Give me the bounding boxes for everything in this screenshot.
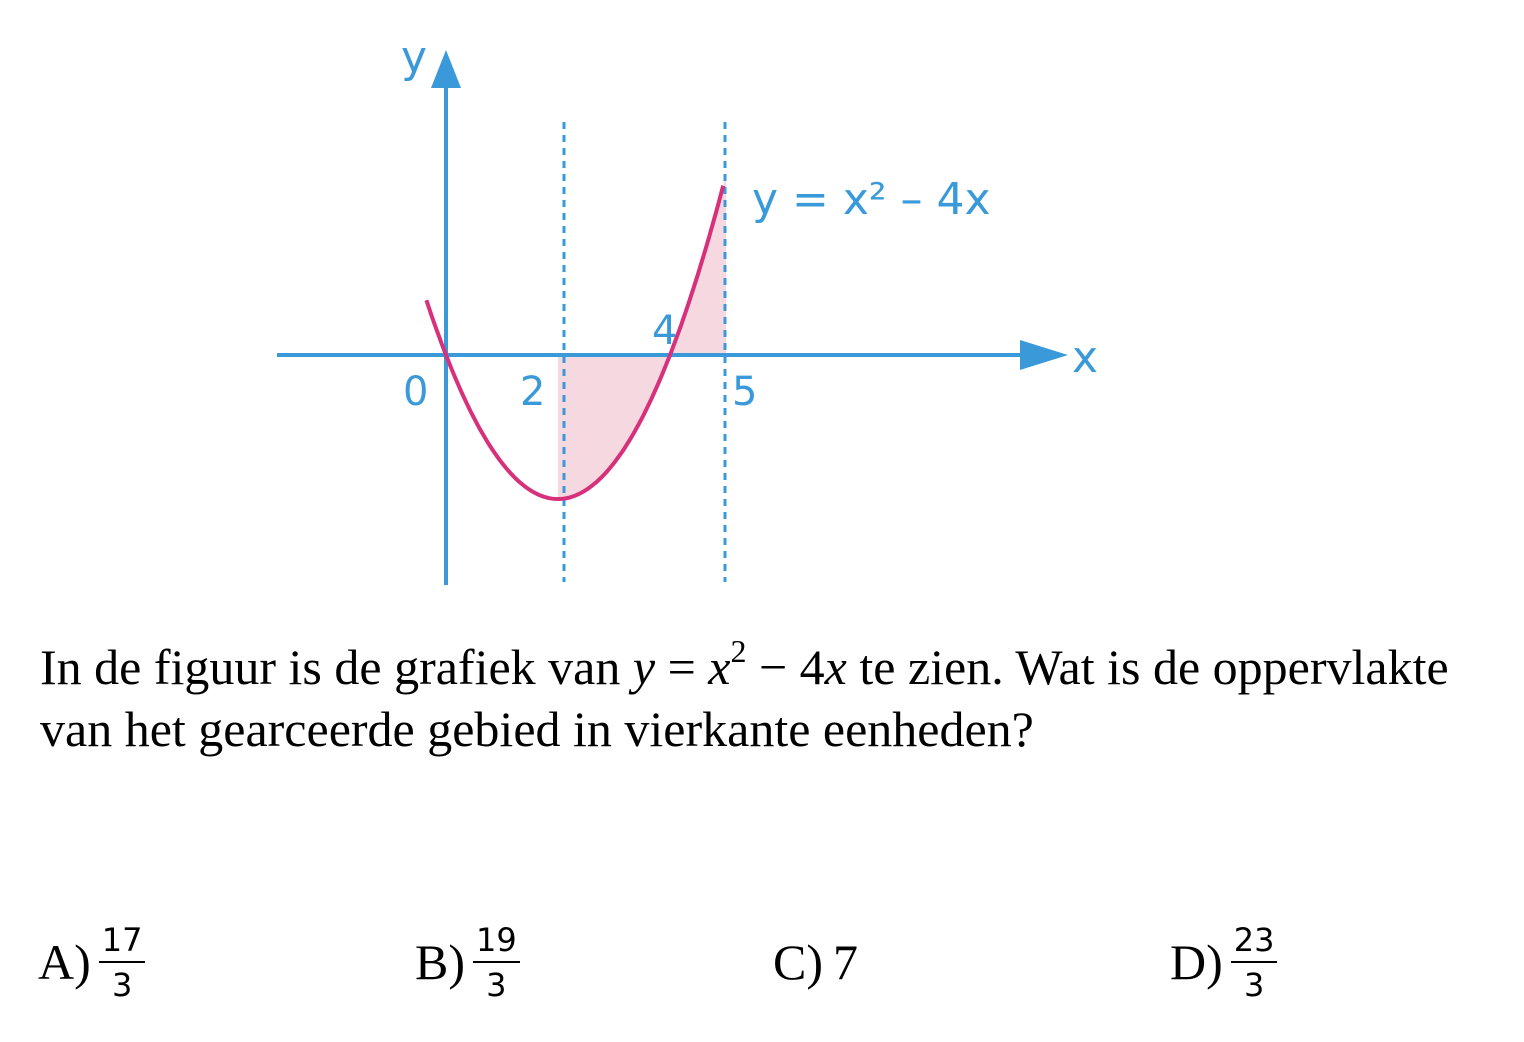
- answer-d-fraction: 23 3: [1230, 921, 1278, 1004]
- shaded-region: [558, 175, 726, 499]
- answer-d-letter: D): [1170, 934, 1223, 990]
- answer-d-denominator: 3: [1243, 965, 1265, 1004]
- math-four: 4: [799, 639, 825, 695]
- answer-b-numerator: 19: [473, 921, 520, 963]
- x-axis-arrow: [1020, 340, 1068, 370]
- answer-c-value: 7: [833, 934, 858, 990]
- question-text: In de figuur is de grafiek van y = x2 − …: [40, 635, 1510, 760]
- math-equals: =: [655, 639, 709, 695]
- tick-label-0: 0: [403, 369, 428, 415]
- answer-c-letter: C): [773, 934, 823, 990]
- answer-b[interactable]: B) 19 3: [415, 912, 520, 1012]
- tick-label-4: 4: [652, 308, 677, 354]
- answer-b-letter: B): [415, 934, 465, 990]
- tick-label-5: 5: [732, 369, 757, 415]
- parabola-figure: y x 0 2 4 5 y = x² – 4x: [277, 32, 1098, 585]
- math-minus: −: [746, 639, 800, 695]
- question-intro: In de figuur is de grafiek van: [40, 639, 633, 695]
- y-axis-arrow: [431, 50, 461, 88]
- answer-a-letter: A): [38, 934, 91, 990]
- answer-b-fraction: 19 3: [473, 921, 520, 1004]
- question-rest: te zien. Wat is de oppervlakte van het g…: [40, 639, 1449, 757]
- parabola-curve: [424, 185, 726, 501]
- tick-label-2: 2: [520, 369, 545, 415]
- answer-a[interactable]: A) 17 3: [38, 912, 146, 1012]
- answer-d-numerator: 23: [1230, 921, 1278, 963]
- x-axis-label: x: [1072, 332, 1098, 383]
- answer-a-denominator: 3: [111, 965, 133, 1004]
- y-axis-label: y: [401, 32, 427, 83]
- answer-a-numerator: 17: [98, 921, 146, 963]
- answer-d[interactable]: D) 23 3: [1170, 912, 1278, 1012]
- math-y: y: [632, 639, 656, 695]
- answer-c[interactable]: C) 7: [773, 912, 858, 1012]
- math-exponent: 2: [730, 633, 747, 669]
- answer-b-denominator: 3: [486, 965, 507, 1004]
- question-equation: y = x2 − 4x: [632, 635, 847, 695]
- math-x: x: [708, 639, 731, 695]
- answer-a-fraction: 17 3: [98, 921, 146, 1004]
- math-x-2: x: [824, 639, 847, 695]
- equation-label: y = x² – 4x: [752, 174, 991, 225]
